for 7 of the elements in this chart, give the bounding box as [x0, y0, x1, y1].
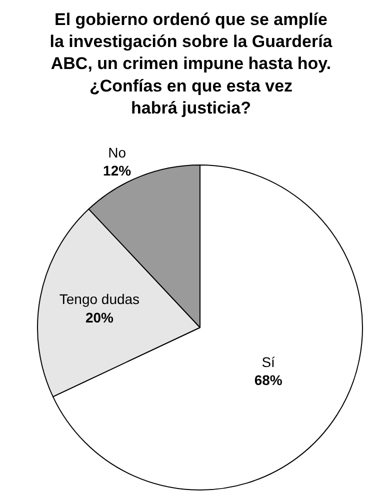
- slice-label: Tengo dudas: [59, 291, 140, 308]
- chart-title: El gobierno ordenó que se amplíe la investigación sobre la Guardería ABC, un crimen impune hasta hoy. ¿Confías en que esta vez habrá justicia?: [50, 10, 333, 118]
- data-label: 12%: [103, 162, 132, 179]
- slice-label: No: [108, 144, 126, 161]
- data-label: 68%: [254, 372, 283, 388]
- data-label: 20%: [85, 309, 114, 326]
- slice-label: Sí: [262, 354, 276, 370]
